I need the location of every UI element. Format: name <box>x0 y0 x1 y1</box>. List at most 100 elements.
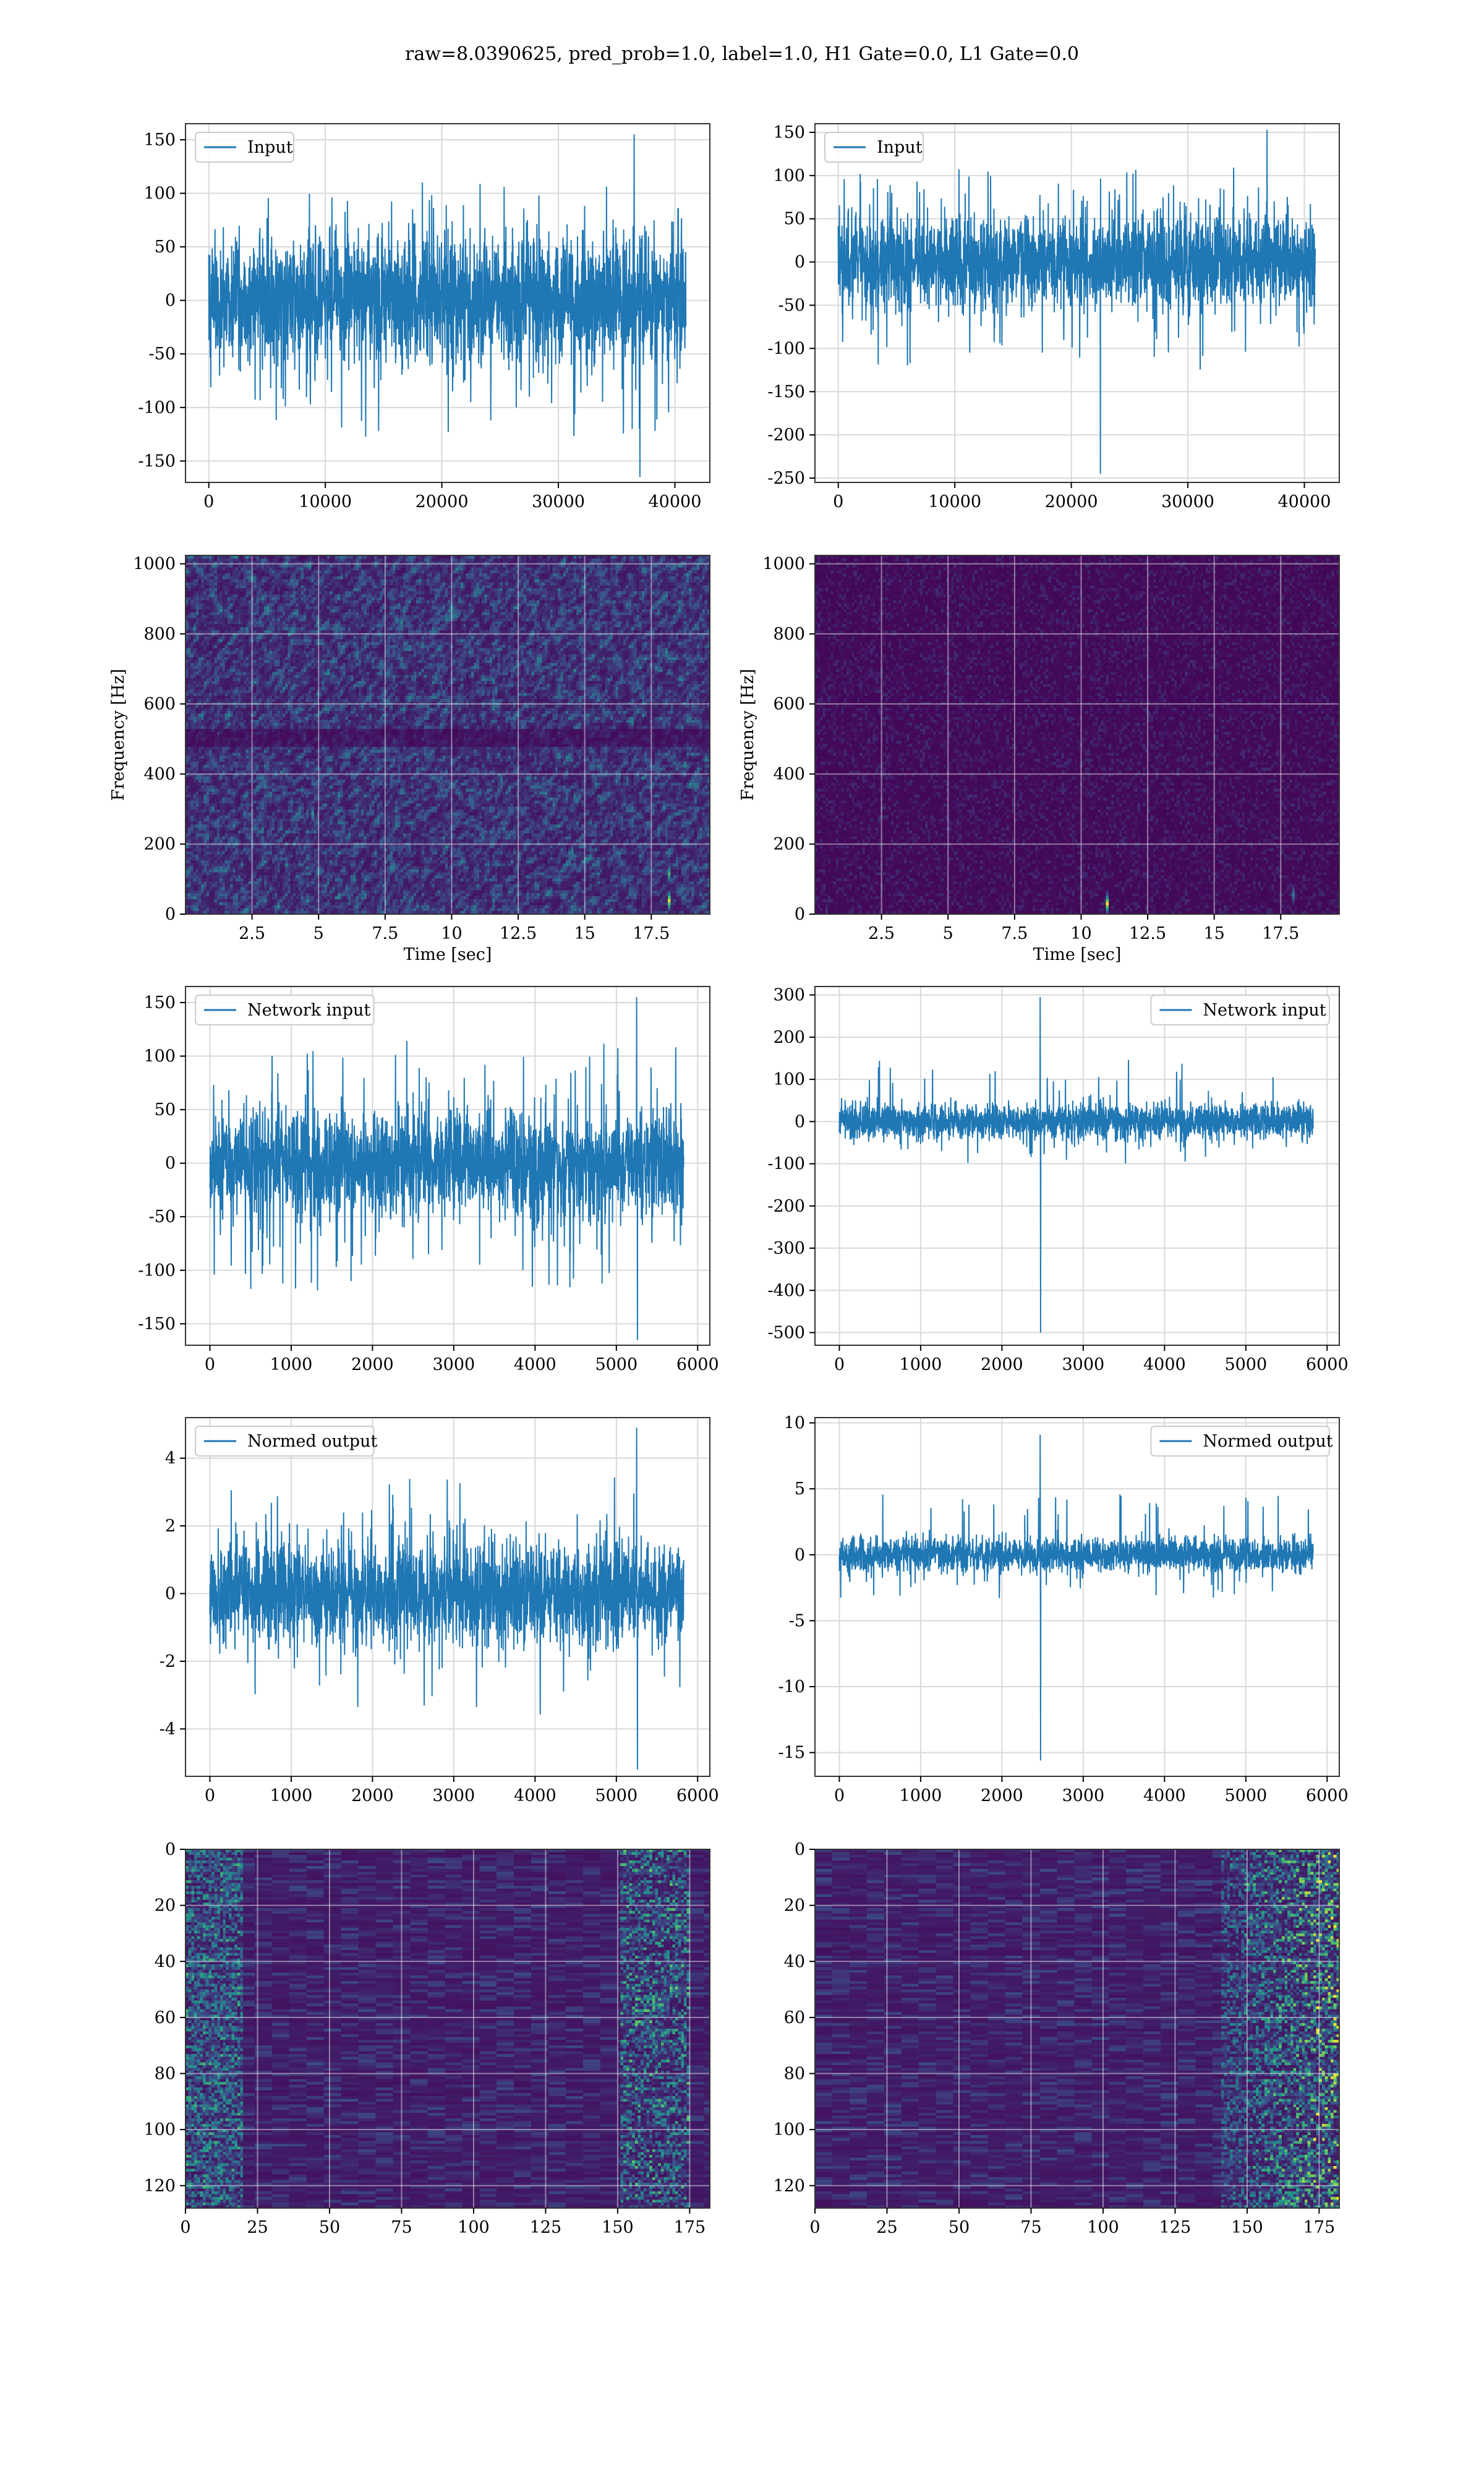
y-tick-label: 10 <box>784 1414 805 1433</box>
y-tick-label: -2 <box>160 1652 176 1671</box>
y-tick-label: -200 <box>767 1197 805 1216</box>
x-tick-label: 6000 <box>1306 1355 1349 1374</box>
y-tick-label: -5 <box>789 1611 805 1630</box>
y-tick-label: -10 <box>778 1677 805 1697</box>
x-tick-label: 125 <box>1159 2218 1192 2237</box>
l1-feature-map-plot-area <box>815 1849 1339 2208</box>
l1-network-input-legend: Network input <box>1150 995 1331 1025</box>
y-tick-label: 150 <box>143 131 176 150</box>
h1-spectrogram-frame <box>185 555 710 915</box>
h1-input-plot-area <box>186 124 710 482</box>
x-tick-label: 100 <box>458 2218 490 2237</box>
l1-normed-output-legend: Normed output <box>1150 1426 1333 1457</box>
l1-spectrogram-y-axis-label: Frequency [Hz] <box>738 669 757 800</box>
l1-feature-map-frame <box>814 1849 1340 2209</box>
y-tick-label: 0 <box>165 905 176 924</box>
y-tick-label: 0 <box>795 1112 805 1131</box>
h1-normed-output-frame <box>185 1417 710 1777</box>
legend-label: Normed output <box>1203 1432 1333 1451</box>
l1-network-input-plot-area <box>815 987 1339 1345</box>
y-tick-label: 20 <box>784 1896 805 1915</box>
x-tick-label: 30000 <box>1161 492 1214 511</box>
y-tick-label: 1000 <box>133 555 176 574</box>
x-tick-label: 0 <box>833 492 843 511</box>
x-tick-label: 0 <box>809 2218 820 2237</box>
h1-input-series-line <box>208 134 687 477</box>
legend-box <box>195 132 294 163</box>
legend-box <box>824 132 924 163</box>
x-tick-label: 1000 <box>900 1786 942 1805</box>
y-tick-label: 0 <box>795 253 805 272</box>
x-tick-label: 6000 <box>676 1355 719 1374</box>
x-tick-label: 0 <box>203 492 214 511</box>
h1-spectrogram-y-axis-label: Frequency [Hz] <box>109 669 128 800</box>
y-tick-label: 40 <box>155 1952 176 1971</box>
h1-normed-output-series-line <box>209 1427 684 1770</box>
y-tick-label: -100 <box>138 1261 176 1280</box>
y-tick-label: 40 <box>784 1952 805 1971</box>
y-tick-label: 800 <box>143 625 176 644</box>
x-tick-label: 50 <box>949 2218 970 2237</box>
l1-spectrogram-frame <box>814 555 1340 915</box>
l1-feature-map-axes: 0 25 50 75 100 125 150 175 0 20 40 60 80 100 120 <box>773 1840 1340 2237</box>
x-tick-label: 100 <box>1087 2218 1119 2237</box>
x-tick-label: 75 <box>1020 2218 1041 2237</box>
y-tick-label: 600 <box>773 695 805 714</box>
l1-spectrogram-plot-area <box>815 555 1339 914</box>
y-tick-label: -50 <box>149 345 176 364</box>
x-tick-label: 75 <box>391 2218 412 2237</box>
y-tick-label: -150 <box>138 1314 176 1333</box>
h1-network-input-series-line <box>209 997 684 1340</box>
legend-label: Network input <box>247 1001 370 1020</box>
l1-input-plot-area <box>815 124 1339 482</box>
y-tick-label: 400 <box>773 764 805 784</box>
y-tick-label: -100 <box>138 398 176 417</box>
y-tick-label: 400 <box>143 764 176 784</box>
y-tick-label: 120 <box>773 2177 805 2196</box>
y-tick-label: 200 <box>143 835 176 854</box>
legend-box <box>195 1426 375 1457</box>
y-tick-label: 80 <box>784 2065 805 2084</box>
x-tick-label: 4000 <box>514 1786 556 1805</box>
y-tick-label: -4 <box>160 1719 176 1739</box>
y-tick-label: 300 <box>773 986 805 1005</box>
h1-spectrogram-axes: 2.5 5 7.5 10 12.5 15 17.5 0 200 400 600 800 1000 Time… <box>109 555 710 964</box>
y-tick-label: 200 <box>773 1028 805 1047</box>
legend-box <box>195 995 375 1025</box>
x-tick-label: 4000 <box>514 1355 556 1374</box>
x-tick-label: 7.5 <box>1001 924 1028 943</box>
y-tick-label: 150 <box>143 993 176 1012</box>
y-tick-label: 150 <box>773 123 805 142</box>
figure-title: raw=8.0390625, pred_prob=1.0, label=1.0,… <box>405 43 1079 65</box>
x-tick-label: 0 <box>205 1355 215 1374</box>
l1-feature-map-heatmap-image <box>815 1849 1339 2208</box>
y-tick-label: 100 <box>773 2120 805 2139</box>
h1-input-axes: 0 10000 20000 30000 40000 -150 -100 -50 0 50 100 15… <box>138 123 710 511</box>
y-tick-label: 120 <box>143 2177 176 2196</box>
y-tick-label: 100 <box>773 166 805 186</box>
x-tick-label: 12.5 <box>500 924 537 943</box>
l1-spectrogram-x-axis-label: Time [sec] <box>1033 945 1122 964</box>
y-tick-label: -150 <box>767 382 805 401</box>
h1-network-input-frame <box>185 986 710 1346</box>
h1-feature-map-frame <box>185 1849 710 2209</box>
y-tick-label: 0 <box>795 1840 805 1859</box>
legend-label: Input <box>877 138 923 157</box>
h1-normed-output-legend: Normed output <box>195 1426 377 1457</box>
x-tick-label: 10 <box>441 924 462 943</box>
y-tick-label: 80 <box>155 2065 176 2084</box>
x-tick-label: 25 <box>247 2218 268 2237</box>
x-tick-label: 3000 <box>1062 1355 1105 1374</box>
x-tick-label: 5000 <box>595 1355 638 1374</box>
x-tick-label: 10000 <box>299 492 352 511</box>
x-tick-label: 20000 <box>416 492 469 511</box>
h1-normed-output-axes: 0 1000 2000 3000 4000 5000 6000 -4 -2 0 2 4 Normed o… <box>160 1417 719 1805</box>
h1-spectrogram-x-axis-label: Time [sec] <box>404 945 492 964</box>
y-tick-label: -200 <box>767 426 805 445</box>
y-tick-label: 4 <box>165 1449 176 1468</box>
y-tick-label: 2 <box>165 1517 176 1536</box>
l1-input-frame <box>814 123 1340 483</box>
h1-feature-map-plot-area <box>186 1849 710 2208</box>
x-tick-label: 0 <box>834 1355 845 1374</box>
l1-spectrogram-axes: 2.5 5 7.5 10 12.5 15 17.5 0 200 400 600 800 1000 Time… <box>738 555 1340 964</box>
